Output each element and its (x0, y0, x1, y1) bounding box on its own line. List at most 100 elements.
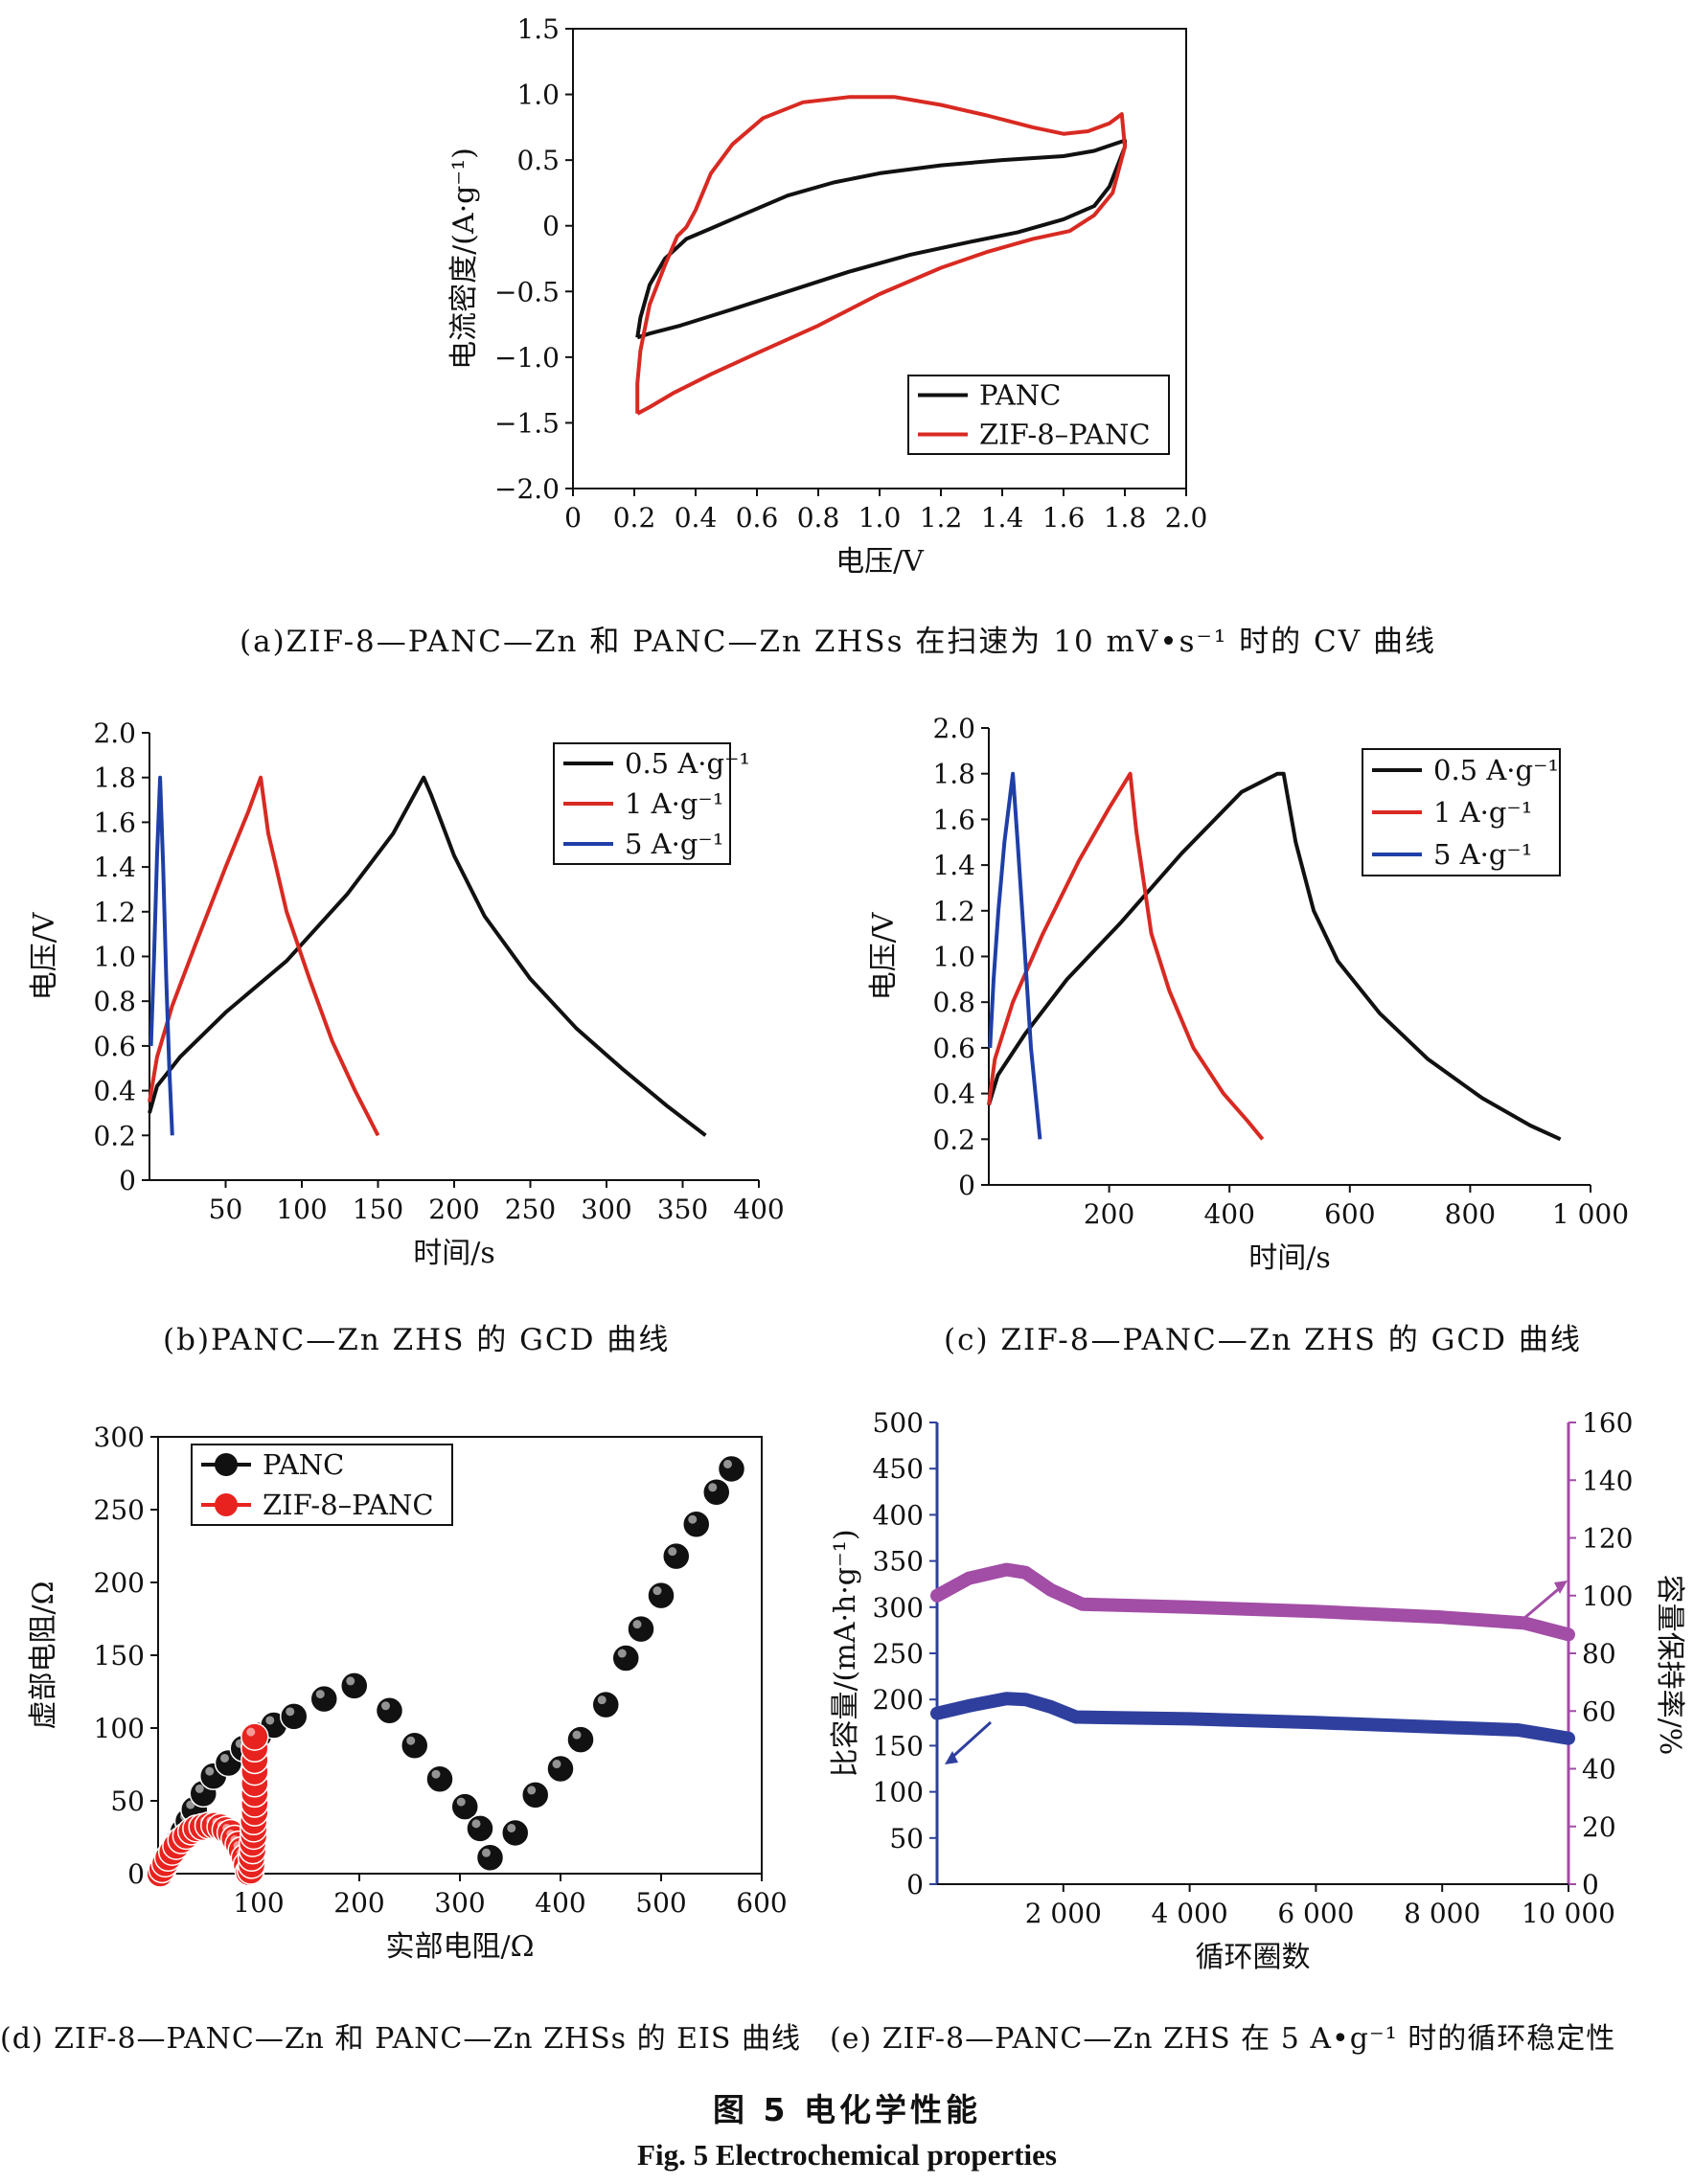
data-point-highlight-d-s0 (527, 1786, 537, 1795)
arrowhead-left-axis-e (945, 1751, 958, 1764)
y-tick-label-c: 2.0 (932, 713, 975, 744)
y2-tick-label-e: 140 (1582, 1465, 1633, 1496)
y-axis-label-e: 比容量/(mA·h·g⁻¹) (829, 1529, 862, 1777)
y-tick-label-b: 0 (119, 1165, 136, 1196)
x-tick-label-e: 10 000 (1522, 1898, 1615, 1929)
x-tick-label-a: 1.2 (920, 502, 963, 534)
legend-label-b-s1: 1 A·g⁻¹ (625, 787, 723, 820)
data-point-highlight-d-s0 (723, 1459, 732, 1468)
data-point-highlight-d-s0 (456, 1797, 466, 1807)
y-tick-label-e: 250 (873, 1638, 924, 1670)
data-point-highlight-d-s0 (286, 1707, 295, 1717)
x-tick-label-b: 400 (733, 1194, 784, 1225)
x-tick-label-a: 1.4 (981, 502, 1024, 534)
caption-b: (b)PANC—Zn ZHS 的 GCD 曲线 (163, 1323, 671, 1357)
x-axis-label-d: 实部电阻/Ω (386, 1930, 535, 1964)
data-point-highlight-d-s0 (265, 1716, 275, 1725)
data-point-highlight-d-s0 (507, 1823, 516, 1832)
legend-label-d-s0: PANC (263, 1448, 344, 1481)
data-point-highlight-d-s0 (688, 1514, 698, 1524)
x-tick-label-c: 400 (1203, 1198, 1254, 1230)
x-axis-label-a: 电压/V (836, 545, 925, 579)
x-tick-label-a: 0.4 (675, 502, 718, 534)
x-tick-label-b: 250 (505, 1194, 556, 1225)
data-point-highlight-d-s0 (346, 1676, 355, 1686)
y-tick-label-e: 0 (906, 1869, 924, 1900)
y2-tick-label-e: 40 (1582, 1754, 1616, 1786)
y-tick-label-a: −0.5 (494, 276, 560, 307)
figure-title-cn: 图 5 电化学性能 (713, 2091, 981, 2128)
y-tick-label-c: 0.4 (932, 1079, 975, 1110)
legend-marker-d-s0 (215, 1453, 238, 1476)
x-axis-label-b: 时间/s (413, 1237, 495, 1270)
x-tick-label-a: 1.6 (1042, 502, 1086, 534)
y-tick-label-c: 1.6 (932, 804, 975, 835)
legend-box-a (907, 375, 1170, 455)
y2-tick-label-e: 100 (1582, 1581, 1633, 1612)
data-point-d-s0 (662, 1541, 691, 1571)
y-tick-label-b: 1.8 (93, 762, 136, 794)
data-point-highlight-d-s0 (617, 1649, 627, 1658)
x-tick-label-a: 0.2 (613, 502, 656, 534)
y-tick-label-a: 1.0 (516, 80, 560, 111)
data-point-d-s0 (717, 1454, 746, 1484)
series-line-a-s0 (635, 138, 1127, 340)
y-tick-label-c: 0.8 (932, 987, 975, 1018)
data-point-d-s0 (280, 1702, 309, 1731)
legend-label-b-s0: 0.5 A·g⁻¹ (625, 747, 750, 780)
data-point-highlight-d-s0 (205, 1766, 215, 1776)
legend-label-a-s1: ZIF-8–PANC (979, 419, 1151, 451)
y-tick-label-d: 250 (94, 1494, 145, 1526)
x-tick-label-c: 600 (1324, 1198, 1375, 1230)
caption-a: (a)ZIF-8—PANC—Zn 和 PANC—Zn ZHSs 在扫速为 10 … (240, 625, 1436, 659)
x-tick-label-b: 300 (581, 1194, 631, 1225)
y-tick-label-c: 1.8 (932, 759, 975, 790)
y-tick-label-d: 200 (94, 1567, 145, 1599)
arrow-left-axis-e (949, 1720, 993, 1761)
data-point-d-s0 (375, 1696, 404, 1725)
y-tick-label-b: 0.2 (93, 1120, 136, 1151)
caption-e: (e) ZIF-8—PANC—Zn ZHS 在 5 A•g⁻¹ 时的循环稳定性 (830, 2022, 1616, 2056)
y-tick-label-b: 1.2 (93, 897, 136, 928)
data-point-highlight-d-s0 (431, 1769, 441, 1779)
y-tick-label-d: 100 (94, 1713, 145, 1744)
data-point-d-s0 (647, 1581, 675, 1610)
y-tick-label-d: 50 (110, 1786, 145, 1817)
y-tick-label-a: 0.5 (516, 145, 560, 176)
x-tick-label-a: 1.8 (1104, 502, 1147, 534)
x-tick-label-e: 8 000 (1404, 1898, 1480, 1929)
data-point-highlight-d-s0 (668, 1547, 677, 1557)
y-tick-label-c: 0.6 (932, 1033, 975, 1064)
y-axis-label-b: 电压/V (28, 911, 61, 1000)
x-tick-label-b: 50 (209, 1194, 243, 1225)
x-tick-label-c: 1 000 (1552, 1198, 1629, 1230)
y-tick-label-b: 0.4 (93, 1076, 136, 1107)
y2-tick-label-e: 160 (1582, 1407, 1633, 1439)
x-tick-label-d: 300 (434, 1887, 485, 1919)
series-line-b-s2 (149, 775, 174, 1136)
series-line-c-s0 (987, 771, 1562, 1142)
x-tick-label-d: 400 (535, 1887, 585, 1919)
series-line-b-s1 (148, 775, 380, 1137)
x-axis-label-c: 时间/s (1248, 1241, 1331, 1275)
x-tick-label-a: 2.0 (1165, 502, 1208, 534)
data-point-highlight-d-s0 (552, 1760, 561, 1769)
y-tick-label-b: 1.0 (93, 942, 136, 973)
y-tick-label-e: 350 (873, 1546, 924, 1578)
data-point-d-s0 (682, 1510, 711, 1538)
y-tick-label-e: 300 (873, 1592, 924, 1624)
x-tick-label-a: 0.8 (797, 502, 840, 534)
x-tick-label-d: 500 (635, 1887, 686, 1919)
data-point-d-s0 (702, 1478, 731, 1507)
data-point-highlight-d-s0 (220, 1753, 229, 1763)
x-tick-label-c: 800 (1445, 1198, 1496, 1230)
legend-label-b-s2: 5 A·g⁻¹ (625, 828, 723, 860)
data-point-d-s0 (309, 1684, 338, 1714)
data-point-highlight-d-s0 (597, 1695, 607, 1705)
y-tick-label-a: 0 (542, 211, 560, 242)
y-axis-label-d: 虚部电阻/Ω (27, 1581, 60, 1730)
y-tick-label-b: 1.4 (93, 852, 136, 883)
data-point-highlight-d-s0 (482, 1848, 491, 1857)
y2-tick-label-e: 60 (1582, 1695, 1616, 1727)
